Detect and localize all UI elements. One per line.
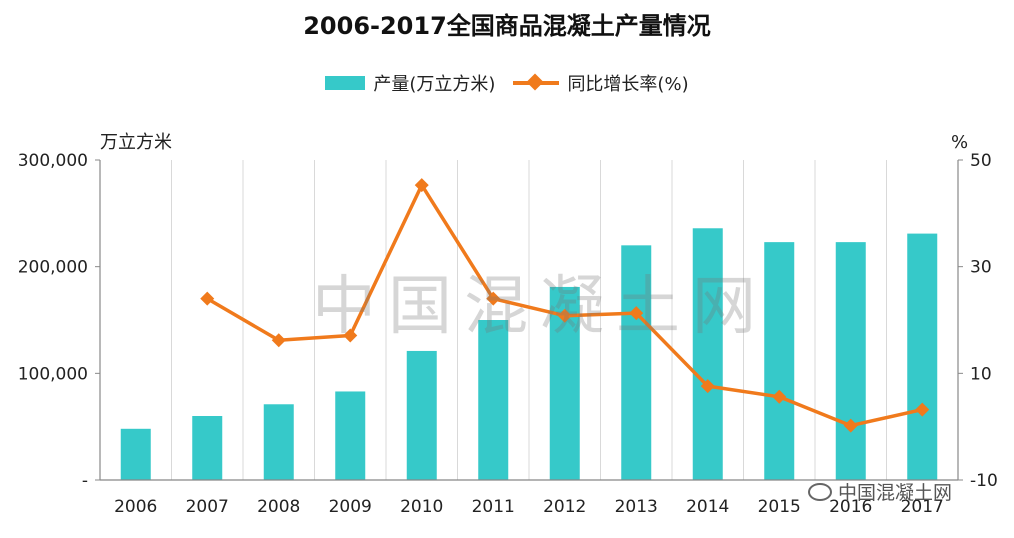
- y-left-tick-label: 300,000: [18, 151, 88, 171]
- x-tick-label: 2012: [543, 497, 586, 517]
- bar: [835, 242, 866, 480]
- watermark-text: 中国混凝土网: [312, 270, 768, 344]
- corner-watermark: 中国混凝土网: [808, 478, 952, 505]
- line-point: [772, 389, 787, 404]
- bar: [692, 228, 723, 480]
- bar: [263, 404, 294, 480]
- line-point: [915, 402, 930, 417]
- wechat-icon: [808, 482, 832, 501]
- bar: [192, 416, 223, 480]
- bar: [764, 242, 795, 480]
- legend-label-bar: 产量(万立方米): [373, 74, 496, 95]
- bar: [406, 350, 437, 480]
- bar-series: [120, 228, 938, 480]
- y-right-tick-label: 10: [970, 364, 992, 384]
- y-right-tick-label: -10: [970, 471, 998, 491]
- y-right-axis-title: %: [951, 132, 968, 153]
- legend-item-line: 同比增长率(%): [513, 70, 689, 96]
- line-point: [414, 178, 429, 193]
- x-tick-label: 2010: [400, 497, 443, 517]
- line-point: [343, 328, 358, 343]
- bar: [120, 428, 151, 480]
- line-point: [271, 333, 286, 348]
- line-point: [700, 379, 715, 394]
- x-tick-label: 2008: [257, 497, 300, 517]
- x-tick-label: 2009: [329, 497, 372, 517]
- axes: 2006 2007 2008 2009 2010 2011 2012 2013 2014 2015…: [18, 151, 998, 517]
- x-tick-label: 2016: [829, 497, 872, 517]
- x-tick-label: 2006: [114, 497, 157, 517]
- line-point: [629, 306, 644, 321]
- line-series: [200, 178, 930, 433]
- legend-label-line: 同比增长率(%): [567, 74, 689, 95]
- line-point: [843, 418, 858, 433]
- x-tick-label: 2014: [686, 497, 729, 517]
- x-tick-label: 2013: [615, 497, 658, 517]
- x-tick-label: 2011: [472, 497, 515, 517]
- bar: [478, 320, 509, 480]
- x-tick-label: 2015: [758, 497, 801, 517]
- bar: [907, 233, 938, 480]
- legend-swatch-line: [513, 73, 560, 91]
- chart-title: 2006-2017全国商品混凝土产量情况: [303, 12, 711, 40]
- y-left-tick-label: 100,000: [18, 364, 88, 384]
- bar: [335, 391, 366, 480]
- x-tick-label: 2007: [186, 497, 229, 517]
- line-point: [557, 308, 572, 323]
- bar: [621, 245, 652, 480]
- y-left-tick-label: -: [82, 471, 88, 491]
- y-left-axis-title: 万立方米: [100, 132, 172, 153]
- line-point: [200, 291, 215, 306]
- line-point: [486, 291, 501, 306]
- y-right-tick-label: 50: [970, 151, 992, 171]
- y-left-tick-label: 200,000: [18, 258, 88, 278]
- x-tick-label: 2017: [901, 497, 944, 517]
- corner-watermark-text: 中国混凝土网: [838, 482, 953, 504]
- legend-item-bar: 产量(万立方米): [325, 70, 495, 96]
- chart-legend: 产量(万立方米) 同比增长率(%): [0, 70, 1014, 96]
- y-right-tick-label: 30: [970, 258, 992, 278]
- legend-swatch-bar: [325, 76, 366, 90]
